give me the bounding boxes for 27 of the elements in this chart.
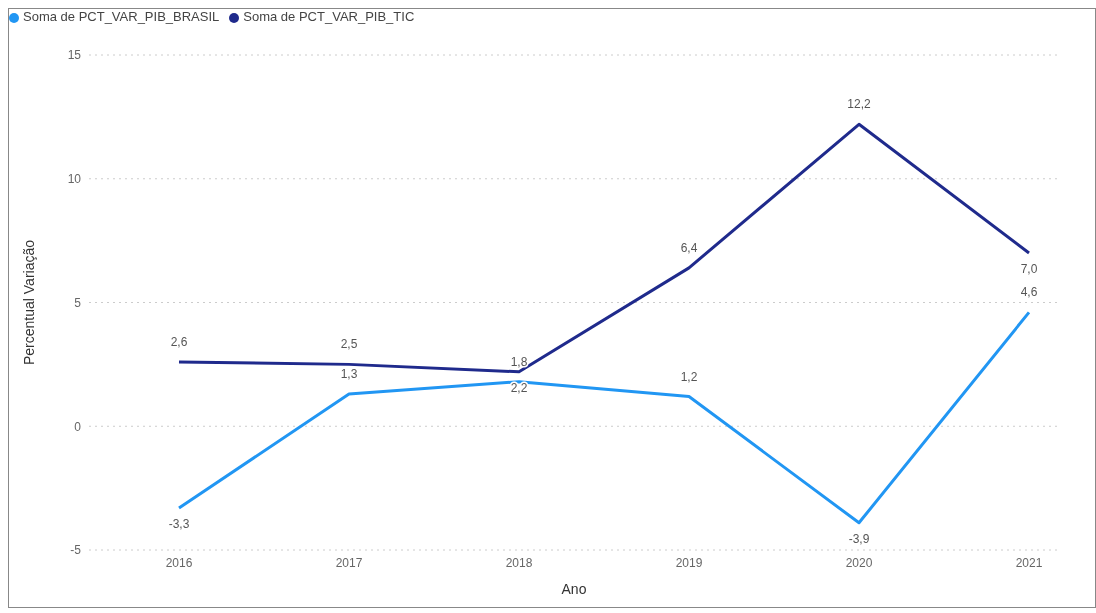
legend-label: Soma de PCT_VAR_PIB_TIC <box>243 9 415 24</box>
data-label: 2,5 <box>340 337 358 352</box>
y-tick-label: -5 <box>70 543 82 558</box>
data-label: 1,3 <box>340 367 358 382</box>
data-label: 12,2 <box>847 97 871 112</box>
x-tick-label: 2019 <box>675 555 703 570</box>
x-tick-label: 2021 <box>1015 555 1043 570</box>
data-label: 4,6 <box>1020 285 1038 300</box>
y-tick-label: 0 <box>74 419 82 434</box>
y-tick-label: 15 <box>67 48 82 63</box>
data-label: -3,3 <box>168 516 190 531</box>
x-axis-title: Ano <box>561 581 587 597</box>
data-label: 1,8 <box>510 354 528 369</box>
data-label: 2,2 <box>510 380 528 395</box>
y-tick-label: 5 <box>74 295 82 310</box>
data-label: 6,4 <box>680 240 698 255</box>
x-tick-label: 2020 <box>845 555 873 570</box>
data-label: -3,9 <box>848 531 870 546</box>
x-tick-label: 2016 <box>165 555 193 570</box>
y-tick-label: 10 <box>67 172 82 187</box>
x-tick-label: 2017 <box>335 555 363 570</box>
x-tick-label: 2018 <box>505 555 533 570</box>
data-label: 1,2 <box>680 369 698 384</box>
data-label: 7,0 <box>1020 262 1038 276</box>
data-label: 2,6 <box>170 334 188 349</box>
legend-label: Soma de PCT_VAR_PIB_BRASIL <box>23 9 220 24</box>
y-axis-title: Percentual Variação <box>20 239 37 366</box>
